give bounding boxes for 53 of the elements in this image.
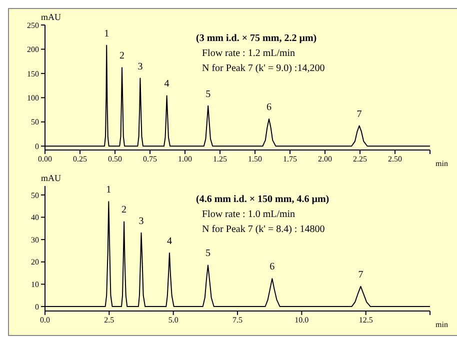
x-tick-label: 1.00 <box>178 154 192 164</box>
x-tick-label: 2.50 <box>388 154 402 164</box>
y-tick-label: 0 <box>35 302 39 312</box>
x-tick-label: 0.50 <box>108 154 122 164</box>
x-tick-label: 7.5 <box>232 316 242 325</box>
x-tick-label: 0.25 <box>73 154 87 164</box>
y-tick-label: 40 <box>31 213 39 222</box>
annotation: 6 <box>266 102 272 113</box>
text: (4.6 mm i.d. × 150 mm, 4.6 µm) <box>196 193 330 207</box>
annotation: N for Peak 7 (k' = 9.0) :14,200 <box>201 62 325 76</box>
annotation: N for Peak 7 (k' = 8.4) : 14800 <box>201 223 326 237</box>
annotation: 2 <box>120 50 124 62</box>
text: (3 mm i.d. × 75 mm, 2.2 µm) <box>196 32 318 46</box>
annotation: 4 <box>164 78 170 90</box>
y-tick-label: 150 <box>27 69 39 78</box>
x-tick-label: 2.00 <box>318 154 332 164</box>
y-tick-label: 20 <box>31 258 39 267</box>
x-tick-label: 1.25 <box>213 154 227 164</box>
x-tick-label: 0.0 <box>40 316 50 325</box>
y-tick-label: 100 <box>27 94 39 103</box>
annotation: 7 <box>356 108 362 120</box>
annotation: 3 <box>138 216 144 227</box>
x-axis-title: min <box>436 320 448 329</box>
annotation: 7 <box>358 269 364 280</box>
x-tick-label: 2.5 <box>104 316 114 325</box>
annotation: 3 <box>138 61 143 72</box>
y-axis-title: mAU <box>41 12 61 22</box>
annotation: 6 <box>270 262 275 273</box>
x-tick-label: 1.50 <box>248 154 262 164</box>
x-tick-label: 12.5 <box>358 316 373 325</box>
y-axis-title: mAU <box>41 173 61 183</box>
x-axis-title: min <box>436 159 448 168</box>
annotation: 4 <box>166 236 172 247</box>
y-tick-label: 0 <box>35 142 39 151</box>
x-tick-label: 5.0 <box>168 316 178 325</box>
x-tick-label: 0.75 <box>143 154 157 164</box>
annotation: 1 <box>106 184 112 196</box>
annotation: 5 <box>206 88 211 100</box>
x-tick-label: 10.0 <box>294 316 309 325</box>
annotation: Flow rate : 1.2 mL/min <box>201 47 296 61</box>
y-tick-label: 200 <box>27 45 39 54</box>
annotation: 5 <box>205 248 210 260</box>
y-tick-label: 10 <box>31 280 39 290</box>
x-tick-label: 2.25 <box>353 154 367 164</box>
x-tick-label: 0.00 <box>38 154 52 164</box>
y-tick-label: 30 <box>31 235 39 244</box>
annotation: 1 <box>104 28 110 40</box>
annotation: 2 <box>122 204 127 216</box>
annotation: Flow rate : 1.0 mL/min <box>201 208 296 222</box>
x-tick-label: 1.75 <box>283 154 297 164</box>
y-tick-label: 50 <box>31 118 39 127</box>
y-tick-label: 250 <box>27 20 39 30</box>
y-tick-label: 50 <box>31 190 39 200</box>
